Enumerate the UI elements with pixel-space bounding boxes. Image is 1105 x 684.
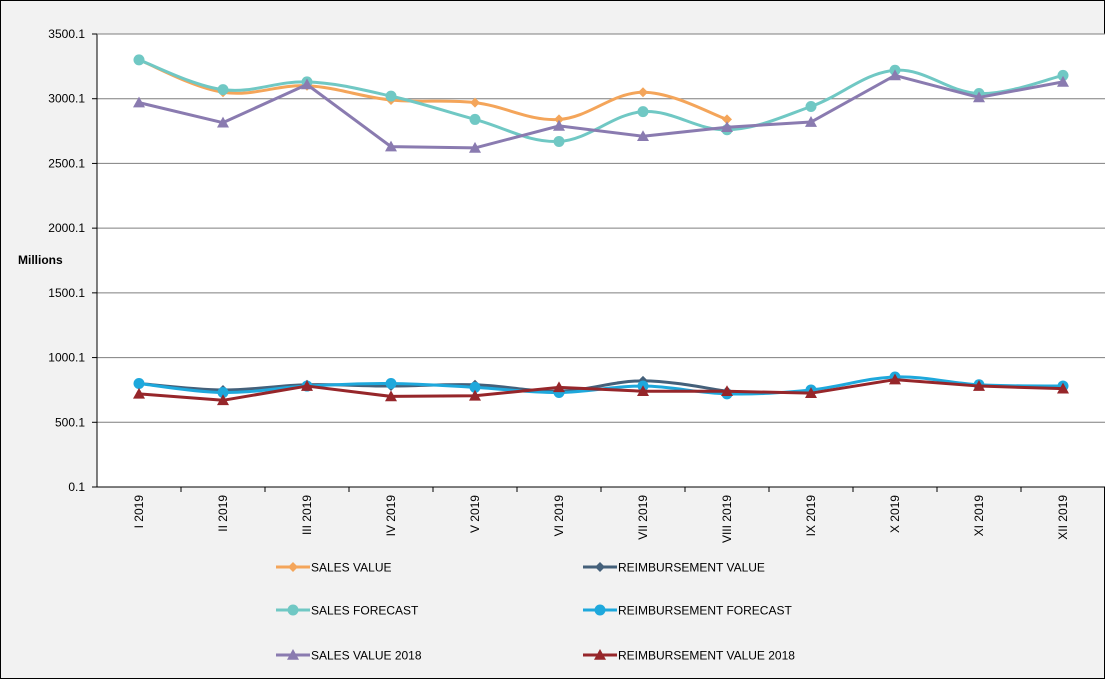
data-point [133,96,145,108]
y-tick-label: 1500.1 [48,286,85,300]
x-tick-label: X 2019 [888,495,902,533]
x-tick-label: IX 2019 [804,495,818,537]
data-point [217,116,229,128]
data-point [469,389,481,401]
data-point [889,69,901,81]
y-tick-label: 3000.1 [48,92,85,106]
x-tick-label: XII 2019 [1056,495,1070,540]
data-point [133,387,145,399]
data-point [301,78,313,90]
series-sales-forecast [133,54,1069,147]
data-point [469,113,481,125]
data-point [637,385,649,397]
data-point [385,90,397,102]
data-point [805,100,817,112]
y-tick-labels: 3500.1 3000.1 2500.1 2000.1 1500.1 1000.1 500.… [48,27,97,494]
data-point [637,130,649,142]
data-point [805,116,817,127]
y-axis-label: Millions [18,253,63,267]
data-point [721,385,733,397]
y-tick-label: 2500.1 [48,156,85,170]
legend-label: SALES FORECAST [311,604,419,618]
x-tick-label: I 2019 [132,495,146,529]
x-tick-label: VI 2019 [552,495,566,537]
legend-label: SALES VALUE 2018 [311,649,422,663]
legend-entry: REIMBURSEMENT FORECAST [583,604,792,618]
data-point [721,121,733,133]
series-reimbursement-value-2018 [133,373,1069,406]
data-point [1057,75,1069,87]
data-point [1057,69,1069,81]
data-point [973,91,985,103]
series-lines [133,54,1069,406]
data-point [1057,382,1069,394]
x-tick-labels: I 2019 II 2019 III 2019 IV 2019 V 2019 VI 201… [132,487,1105,543]
data-point [889,373,901,385]
data-point [133,377,145,389]
y-tick-label: 1000.1 [48,351,85,365]
legend-marker [287,649,299,660]
data-point [301,380,313,391]
data-point [553,135,565,147]
legend-entry: SALES FORECAST [276,604,419,618]
data-point [385,377,397,389]
data-point [133,54,145,66]
y-tick-label: 3500.1 [48,27,85,41]
legend-label: REIMBURSEMENT VALUE 2018 [618,649,795,663]
legend: SALES VALUE REIMBURSEMENT VALUE SALES FORE… [276,561,795,663]
data-point [385,390,397,402]
data-point [470,97,480,108]
gridlines [97,98,1105,423]
x-tick-label: III 2019 [300,495,314,535]
data-point [722,114,732,125]
data-point [638,87,648,98]
legend-entry: REIMBURSEMENT VALUE 2018 [583,649,795,663]
x-tick-label: V 2019 [468,495,482,533]
legend-label: REIMBURSEMENT FORECAST [618,604,792,618]
data-point [217,394,229,406]
data-point [469,141,481,153]
series-sales-value-2018 [133,69,1069,153]
data-point [553,119,565,131]
x-tick-label: II 2019 [216,495,230,532]
series-line [137,73,1065,150]
data-point [217,84,229,96]
legend-label: REIMBURSEMENT VALUE [618,561,765,575]
data-point [469,381,481,393]
legend-entry: SALES VALUE 2018 [276,649,422,663]
data-point [385,140,397,152]
y-tick-label: 0.1 [68,480,85,494]
legend-marker [595,562,605,572]
legend-marker [287,604,299,616]
legend-marker [594,604,606,616]
series-line [137,58,729,122]
plot-area [97,34,1105,487]
x-tick-label: IV 2019 [384,495,398,537]
data-point [553,381,565,393]
legend-marker [288,562,298,572]
series-line [137,378,1065,402]
x-tick-label: XI 2019 [972,495,986,537]
series-line [137,58,1065,143]
legend-entry: SALES VALUE [276,561,391,575]
data-point [637,106,649,118]
data-point [217,387,229,399]
legend-marker [594,649,606,660]
data-point [973,380,985,391]
x-tick-label: VII 2019 [636,495,650,540]
data-point [805,387,817,398]
legend-entry: REIMBURSEMENT VALUE [583,561,765,575]
x-tick-label: VIII 2019 [720,495,734,543]
legend-label: SALES VALUE [311,561,391,575]
y-tick-label: 500.1 [55,415,85,429]
y-tick-label: 2000.1 [48,221,85,235]
data-point [554,114,564,125]
